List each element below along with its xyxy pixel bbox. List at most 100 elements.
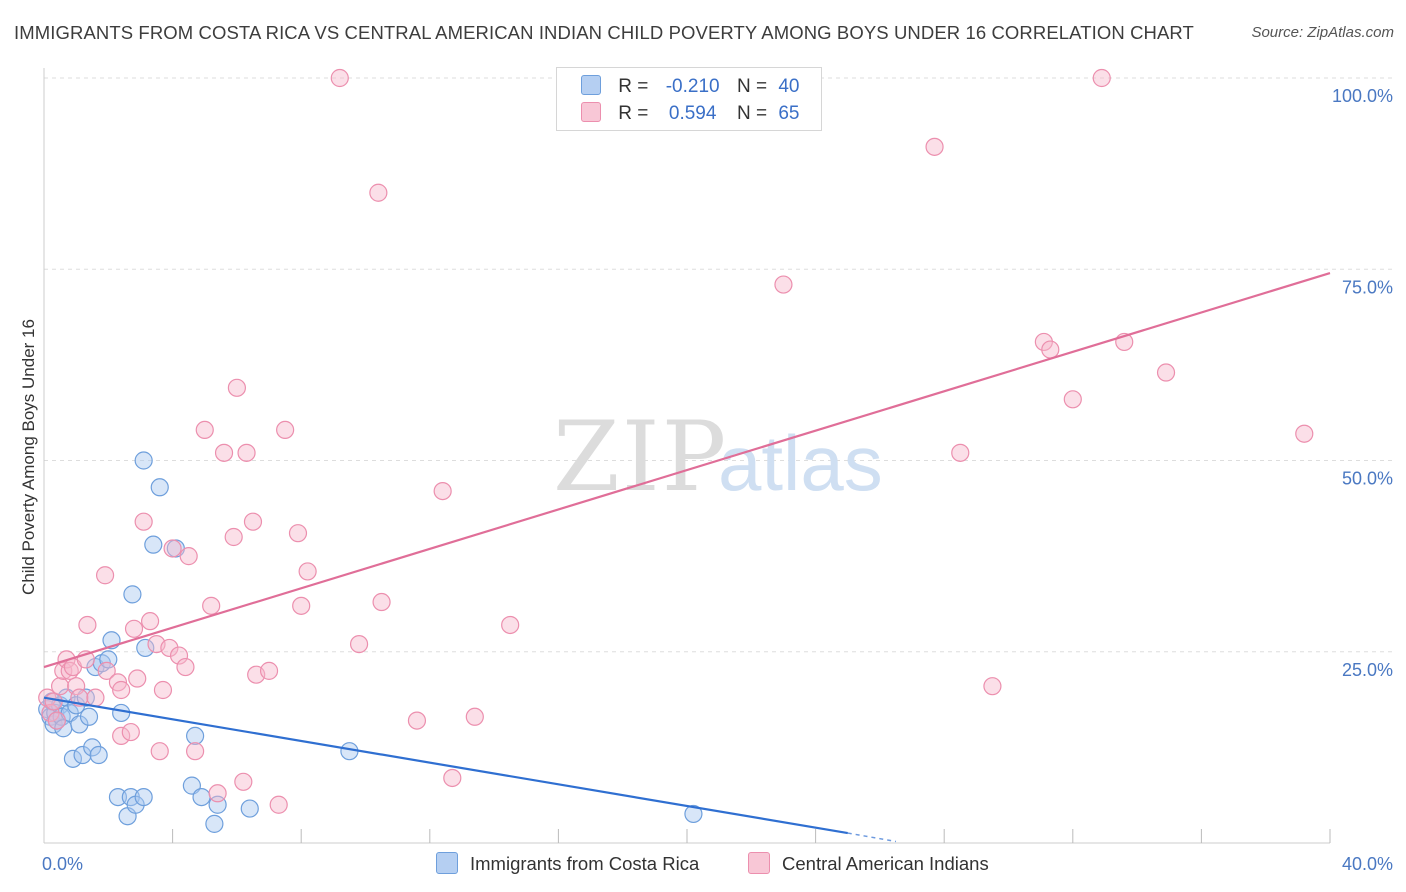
legend-r-value: -0.210 [665, 76, 720, 97]
watermark-zip: ZIP [553, 401, 728, 513]
point-central-american-indian [369, 183, 388, 202]
point-central-american-indian [1041, 340, 1060, 359]
point-central-american-indian [227, 378, 246, 397]
legend-r-label: R = [618, 103, 649, 124]
point-costa-rica [123, 585, 142, 604]
point-central-american-indian [224, 527, 243, 547]
point-central-american-indian [349, 634, 369, 654]
point-central-american-indian [67, 677, 86, 696]
point-central-american-indian [774, 275, 793, 294]
point-central-american-indian [150, 742, 169, 761]
point-costa-rica [186, 726, 205, 746]
point-central-american-indian [951, 443, 970, 462]
point-central-american-indian [288, 524, 308, 543]
correlation-legend: R = -0.210 N = 40 R = 0.594 N = 65 [556, 67, 822, 131]
point-central-american-indian [234, 772, 253, 791]
watermark: ZIP atlas [553, 401, 883, 513]
point-costa-rica [240, 799, 259, 818]
point-central-american-indian [1092, 68, 1111, 88]
point-costa-rica [205, 814, 224, 833]
point-central-american-indian [433, 482, 452, 501]
legend-swatch-pink [581, 102, 601, 122]
point-central-american-indian [78, 615, 97, 635]
point-central-american-indian [112, 680, 131, 700]
x-tick-label: 0.0% [42, 854, 83, 874]
point-costa-rica [136, 638, 155, 658]
point-costa-rica [684, 804, 703, 824]
point-central-american-indian [124, 619, 144, 638]
point-central-american-indian [95, 566, 115, 585]
labels-layer: 25.0% 50.0% 75.0% 100.0% 0.0% 40.0% [42, 86, 1393, 874]
legend-n-value: 40 [778, 76, 800, 97]
point-central-american-indian [925, 137, 944, 156]
point-central-american-indian [501, 615, 520, 635]
point-costa-rica [70, 715, 89, 734]
point-costa-rica [63, 749, 83, 768]
point-central-american-indian [243, 512, 263, 531]
point-costa-rica [150, 478, 169, 497]
y-tick-label: 50.0% [1342, 469, 1393, 489]
bottom-legend-label: Immigrants from Costa Rica [470, 853, 700, 874]
legend-row-costa-rica: R = -0.210 N = 40 [581, 75, 799, 99]
legend-n-label: N = [736, 76, 768, 97]
points-layer [38, 68, 1314, 833]
legend-row-central-american-indians: R = 0.594 N = 65 [581, 102, 799, 126]
chart-title: IMMIGRANTS FROM COSTA RICA VS CENTRAL AM… [14, 22, 1194, 43]
chart-source: Source: ZipAtlas.com [1251, 24, 1394, 41]
legend-r-label: R = [618, 76, 649, 97]
point-central-american-indian [112, 726, 131, 746]
point-costa-rica [73, 745, 92, 765]
point-central-american-indian [298, 562, 317, 581]
legend-n-label: N = [736, 103, 768, 124]
point-central-american-indian [163, 539, 182, 558]
point-central-american-indian [97, 661, 116, 680]
x-tick-label: 40.0% [1342, 854, 1393, 874]
point-central-american-indian [140, 612, 160, 631]
point-central-american-indian [292, 596, 311, 615]
point-central-american-indian [202, 596, 221, 615]
point-central-american-indian [160, 638, 179, 658]
trend-layer [43, 272, 1331, 843]
point-central-american-indian [372, 592, 391, 612]
point-central-american-indian [269, 795, 288, 814]
point-central-american-indian [1295, 424, 1314, 443]
y-tick-label: 75.0% [1342, 277, 1393, 297]
point-central-american-indian [214, 443, 234, 462]
axes-layer [43, 68, 1331, 844]
legend-swatch-blue [581, 75, 601, 95]
bottom-legend-swatch-pink [748, 852, 770, 874]
trendline-central-american-indians [43, 272, 1331, 669]
point-central-american-indian [983, 677, 1002, 696]
watermark-atlas: atlas [718, 419, 883, 507]
point-costa-rica [112, 703, 131, 723]
point-central-american-indian [47, 711, 66, 730]
point-costa-rica [134, 787, 153, 807]
bottom-legend-central-american-indians: Central American Indians [748, 852, 989, 878]
point-central-american-indian [195, 420, 214, 439]
y-tick-label: 100.0% [1332, 86, 1393, 106]
point-central-american-indian [134, 512, 153, 531]
point-central-american-indian [86, 688, 105, 707]
legend-r-value: 0.594 [668, 103, 717, 124]
point-costa-rica [79, 707, 99, 726]
point-costa-rica [89, 745, 108, 765]
point-central-american-indian [121, 722, 140, 742]
trendline-extension-costa-rica [847, 832, 897, 843]
point-central-american-indian [1063, 390, 1082, 409]
point-central-american-indian [128, 669, 147, 688]
point-costa-rica [99, 650, 118, 669]
point-central-american-indian [54, 661, 73, 680]
point-central-american-indian [153, 680, 173, 700]
bottom-legend-costa-rica: Immigrants from Costa Rica [436, 852, 699, 878]
grid-layer [44, 77, 1392, 653]
point-central-american-indian [330, 68, 349, 88]
legend-n-value: 65 [778, 103, 800, 124]
point-central-american-indian [465, 707, 484, 726]
point-central-american-indian [237, 443, 256, 462]
y-axis-title: Child Poverty Among Boys Under 16 [19, 319, 38, 595]
point-central-american-indian [169, 646, 189, 665]
point-central-american-indian [276, 420, 295, 439]
point-central-american-indian [186, 742, 205, 761]
